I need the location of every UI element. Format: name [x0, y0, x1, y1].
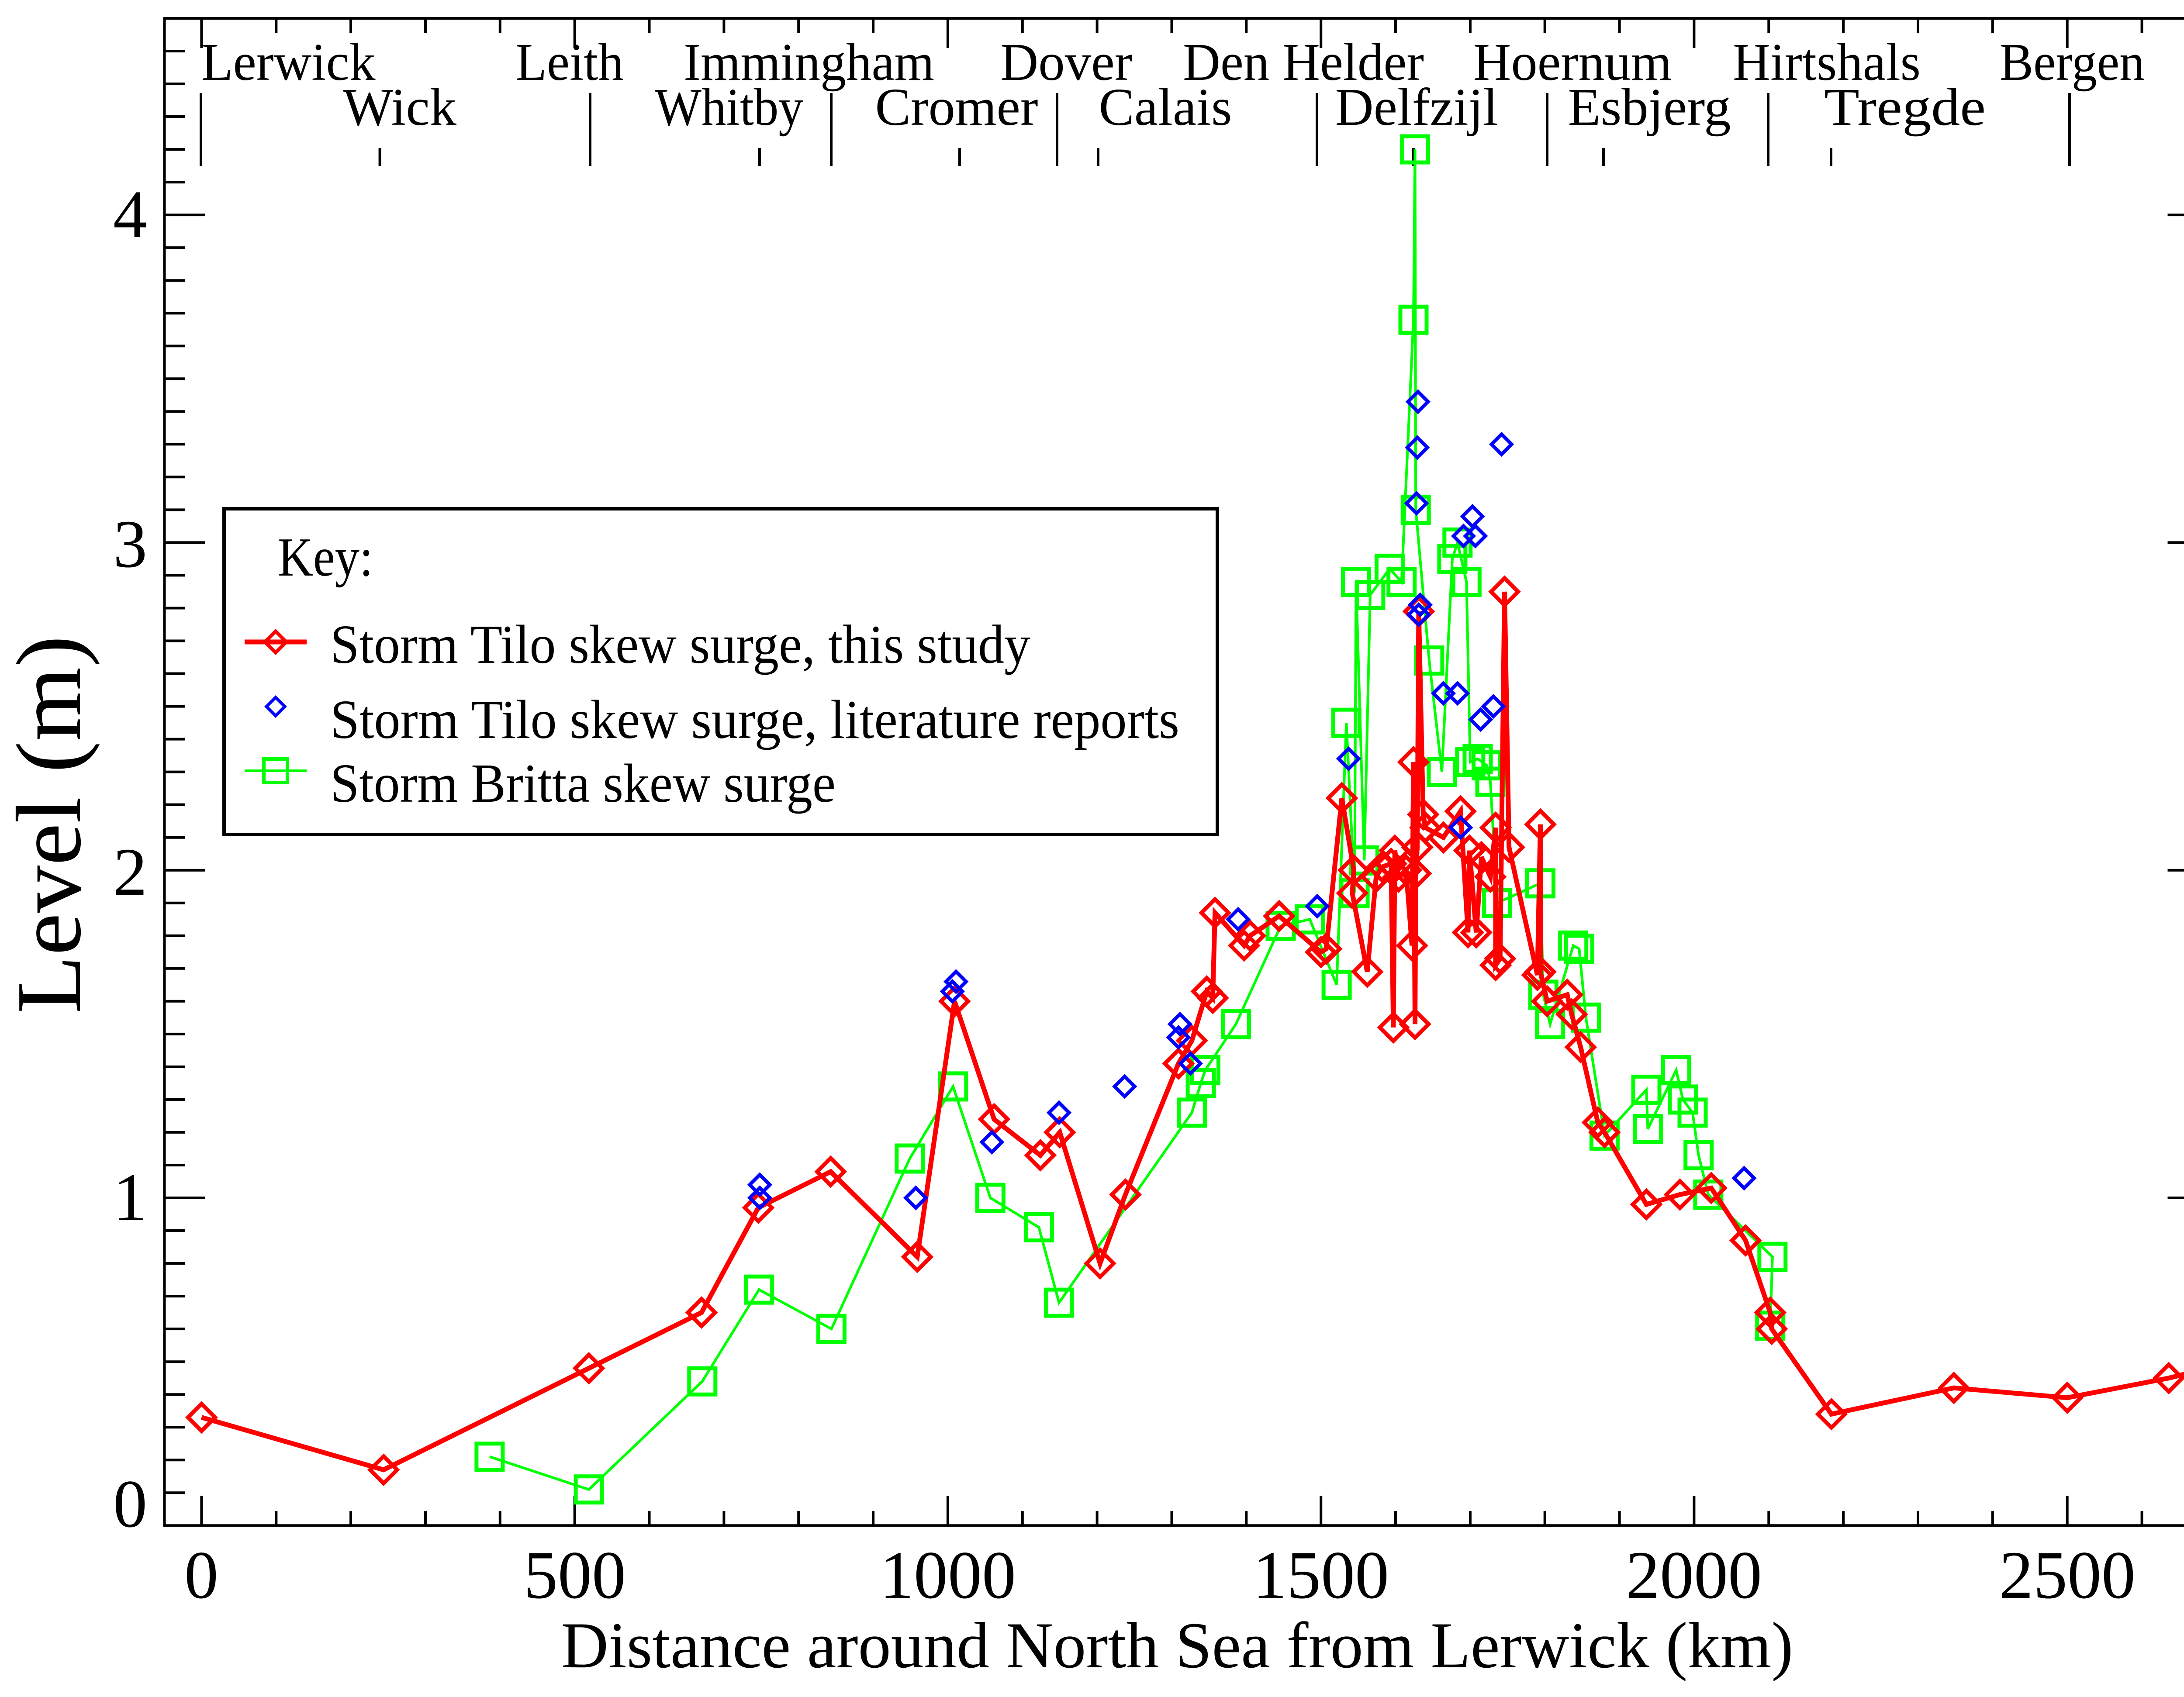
svg-text:Leith: Leith: [516, 33, 624, 92]
svg-text:Storm Tilo skew surge, this st: Storm Tilo skew surge, this study: [330, 614, 1030, 675]
svg-text:Hoernum: Hoernum: [1473, 33, 1672, 92]
svg-text:1: 1: [113, 1159, 147, 1235]
svg-text:Esbjerg: Esbjerg: [1568, 78, 1731, 137]
svg-text:Storm Tilo skew surge, literat: Storm Tilo skew surge, literature report…: [330, 690, 1179, 750]
svg-text:0: 0: [113, 1466, 147, 1542]
svg-text:Calais: Calais: [1099, 78, 1232, 137]
svg-text:Den Helder: Den Helder: [1183, 33, 1424, 92]
svg-text:1500: 1500: [1253, 1537, 1389, 1613]
svg-text:Delfzijl: Delfzijl: [1335, 78, 1498, 137]
svg-text:Distance around North Sea from: Distance around North Sea from Lerwick (…: [561, 1609, 1794, 1682]
svg-text:Immingham: Immingham: [684, 33, 934, 92]
svg-text:Lerwick: Lerwick: [201, 33, 376, 92]
svg-text:Cromer: Cromer: [875, 78, 1038, 137]
svg-text:Tregde: Tregde: [1824, 78, 1986, 137]
svg-text:Key:: Key:: [278, 527, 373, 588]
svg-text:500: 500: [524, 1537, 626, 1613]
svg-text:Hirtshals: Hirtshals: [1733, 33, 1921, 92]
svg-text:3: 3: [113, 506, 147, 582]
svg-text:Wick: Wick: [343, 78, 456, 137]
svg-text:Storm Britta skew surge: Storm Britta skew surge: [330, 753, 836, 814]
svg-text:2500: 2500: [1999, 1537, 2136, 1613]
svg-text:2: 2: [113, 834, 147, 910]
svg-text:0: 0: [184, 1537, 218, 1613]
svg-text:Level (m): Level (m): [0, 635, 100, 1014]
svg-text:1000: 1000: [880, 1537, 1016, 1613]
svg-text:Bergen: Bergen: [2000, 33, 2145, 92]
svg-text:Dover: Dover: [1000, 33, 1132, 92]
svg-text:4: 4: [113, 176, 147, 252]
svg-text:2000: 2000: [1626, 1537, 1762, 1613]
svg-text:Whitby: Whitby: [655, 78, 803, 137]
